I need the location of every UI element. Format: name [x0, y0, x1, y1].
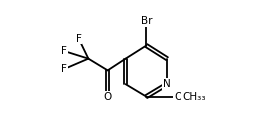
Text: N: N [163, 79, 171, 89]
Text: F: F [61, 64, 67, 74]
Text: O: O [104, 92, 112, 102]
Text: CH₃: CH₃ [182, 92, 201, 102]
Text: F: F [61, 46, 67, 56]
Text: Br: Br [140, 16, 152, 26]
Text: F: F [76, 34, 82, 44]
Text: O: O [174, 92, 182, 102]
Text: F: F [76, 34, 82, 44]
Text: F: F [61, 64, 67, 74]
Text: O: O [104, 92, 112, 102]
Text: N: N [163, 79, 171, 89]
Text: OCH₃: OCH₃ [178, 92, 205, 102]
Text: O: O [174, 92, 182, 102]
Text: F: F [61, 46, 67, 56]
Text: Br: Br [140, 16, 152, 26]
